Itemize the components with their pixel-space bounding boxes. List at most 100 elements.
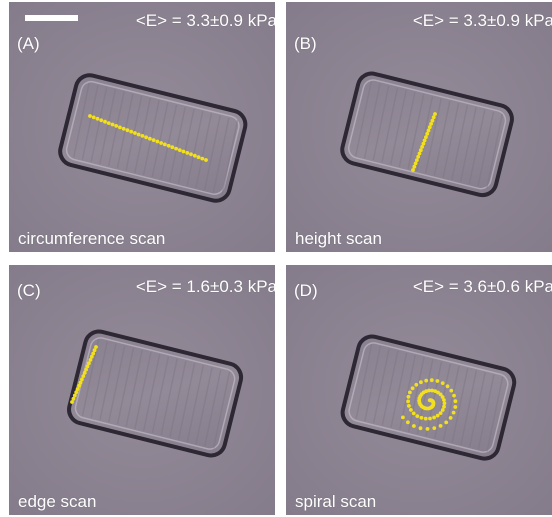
cell-outline — [340, 334, 517, 461]
scan-point — [401, 415, 405, 420]
scan-point — [428, 416, 432, 421]
scan-point — [431, 115, 436, 120]
scan-point — [82, 371, 87, 375]
scan-point — [129, 129, 134, 134]
micrograph-image — [9, 265, 275, 515]
scan-point — [70, 400, 74, 404]
scan-point — [410, 386, 415, 391]
scan-point — [72, 393, 77, 398]
scan-point — [418, 148, 423, 153]
scan-point — [95, 116, 100, 121]
scan-point — [429, 122, 433, 126]
scan-point — [412, 164, 417, 169]
scan-point — [412, 424, 416, 428]
scan-point — [444, 420, 449, 425]
scan-point — [106, 121, 111, 125]
panel-letter: (C) — [17, 281, 41, 300]
scan-point — [118, 125, 122, 130]
scan-point — [148, 136, 152, 141]
scan-point — [200, 156, 205, 161]
scan-point — [406, 420, 410, 425]
scan-point — [433, 112, 437, 116]
scan-point — [409, 408, 413, 412]
scan-point — [433, 389, 438, 393]
cell-outline — [58, 73, 248, 203]
scan-point — [430, 388, 434, 393]
scan-point — [155, 139, 160, 144]
scan-point — [435, 413, 440, 418]
scan-point — [417, 151, 422, 156]
scale-bar — [25, 15, 78, 21]
scan-point — [91, 115, 96, 120]
scan-point — [408, 390, 412, 395]
scan-point — [144, 135, 149, 140]
scan-point — [406, 399, 410, 404]
scan-point — [89, 354, 94, 359]
scan-point — [411, 411, 416, 416]
scan-point — [414, 382, 419, 387]
scan-point — [78, 380, 83, 385]
scan-point — [85, 364, 90, 369]
micrograph-image — [286, 2, 552, 252]
scan-point — [162, 142, 167, 147]
scan-point — [420, 145, 424, 149]
scan-point — [140, 134, 145, 138]
scan-point — [438, 411, 443, 415]
scan-point — [445, 384, 450, 389]
panel-a: (A) <E> = 3.3±0.9 kPa circumference scan — [9, 2, 275, 252]
scan-point — [121, 126, 126, 131]
scan-point — [88, 358, 93, 362]
modulus-label: <E> = 3.3±0.9 kPa — [412, 11, 552, 30]
scan-point — [71, 396, 76, 401]
scan-points — [411, 112, 437, 172]
scan-point — [88, 114, 92, 118]
micrograph-image — [9, 2, 275, 252]
scan-point — [424, 135, 428, 140]
scan-type-label: edge scan — [18, 492, 97, 511]
scan-point — [452, 393, 456, 398]
scan-point — [432, 426, 437, 430]
panel-b: (B) <E> = 3.3±0.9 kPa height scan — [286, 2, 552, 252]
scan-point — [451, 410, 456, 415]
panel-letter: (B) — [294, 34, 317, 53]
scan-type-label: circumference scan — [18, 229, 166, 248]
scan-point — [166, 143, 171, 148]
scan-point — [185, 151, 190, 155]
scan-point — [424, 389, 429, 394]
scan-point — [159, 141, 164, 145]
scan-point — [419, 415, 424, 420]
scan-point — [429, 378, 434, 383]
scan-point — [103, 119, 107, 124]
scan-point — [170, 145, 175, 150]
scan-type-label: height scan — [295, 229, 382, 248]
scan-point — [177, 148, 182, 153]
scan-point — [421, 141, 426, 146]
scan-point — [114, 124, 119, 128]
scan-point — [423, 416, 428, 421]
panel-c: (C) <E> = 1.6±0.3 kPa edge scan — [9, 265, 275, 515]
scan-point — [424, 378, 429, 383]
scan-point — [181, 149, 186, 154]
panel-letter: (D) — [294, 281, 318, 300]
scan-point — [453, 405, 458, 409]
scan-point — [453, 399, 458, 404]
scan-point — [419, 380, 423, 385]
scan-point — [77, 383, 81, 388]
micrograph-image — [286, 265, 552, 515]
scan-point — [415, 158, 419, 163]
scan-point — [448, 416, 453, 420]
scan-point — [92, 348, 97, 353]
scan-point — [189, 152, 193, 157]
scan-point — [196, 155, 201, 160]
scan-point — [87, 361, 91, 366]
scan-point — [440, 395, 445, 399]
scan-point — [442, 401, 447, 406]
scan-point — [416, 154, 421, 159]
scan-point — [438, 424, 443, 428]
scan-point — [432, 415, 436, 420]
scan-point — [75, 387, 80, 391]
scan-point — [407, 404, 411, 408]
scan-point — [442, 404, 446, 409]
modulus-label: <E> = 1.6±0.3 kPa — [135, 277, 275, 296]
scan-point — [440, 381, 445, 385]
